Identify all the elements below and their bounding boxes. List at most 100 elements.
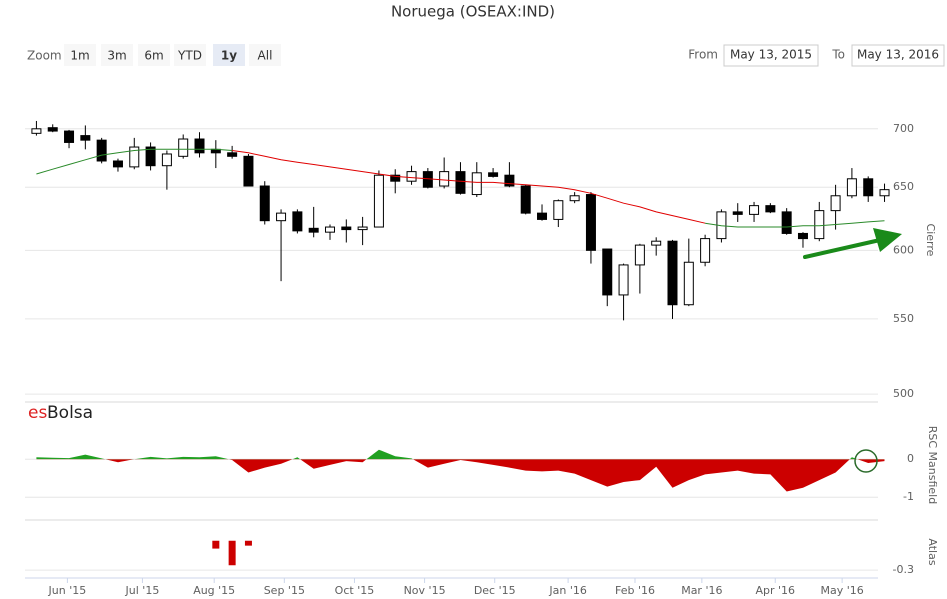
moving-average-line: [232, 150, 706, 224]
x-tick-label: May '16: [820, 584, 863, 597]
y-axis-label: Atlas: [926, 538, 939, 565]
zoom-button-label[interactable]: 1y: [221, 49, 237, 63]
candle-body: [243, 155, 254, 187]
zoom-button-label[interactable]: YTD: [177, 49, 202, 63]
candle-body: [357, 226, 368, 231]
candle-body: [863, 178, 874, 197]
zoom-button[interactable]: [101, 44, 133, 66]
from-label: From: [688, 48, 718, 62]
area-negative: [105, 459, 885, 492]
y-axis-label: Cierre: [924, 224, 937, 257]
candle-body: [31, 128, 42, 134]
candle-body: [765, 205, 776, 213]
candle-body: [47, 127, 58, 132]
bar: [244, 540, 252, 546]
to-value[interactable]: May 13, 2016: [857, 48, 939, 62]
zoom-button[interactable]: [213, 44, 245, 66]
candle-body: [259, 185, 270, 222]
candle-body: [651, 240, 662, 246]
candle-body: [80, 135, 91, 141]
candle-body: [634, 244, 645, 266]
y-axis-label: RSC Mansfield: [926, 426, 939, 504]
candle-body: [471, 172, 482, 196]
candle-body: [618, 264, 629, 296]
annotation-circle: [854, 449, 878, 473]
candle-body: [732, 211, 743, 215]
bar: [212, 540, 220, 549]
zoom-button[interactable]: [64, 44, 96, 66]
logo-prefix: es: [28, 403, 47, 423]
x-tick-label: Nov '15: [404, 584, 446, 597]
candle-body: [667, 240, 678, 306]
to-input[interactable]: [851, 44, 945, 67]
candle-body: [830, 195, 841, 212]
y-tick-label: 550: [893, 312, 914, 325]
candle-body: [96, 139, 107, 162]
moving-average-line: [36, 148, 885, 228]
zoom-button-label[interactable]: All: [258, 49, 273, 63]
x-tick-label: Sep '15: [264, 584, 305, 597]
to-label: To: [831, 48, 845, 62]
candle-body: [112, 160, 123, 168]
x-tick-label: Jan '16: [548, 584, 586, 597]
zoom-button[interactable]: [138, 44, 170, 66]
y-tick-label: 0: [907, 452, 914, 465]
candle-body: [585, 194, 596, 251]
candle-body: [504, 174, 515, 187]
candle-body: [439, 171, 450, 187]
y-tick-label: -0.3: [893, 563, 914, 576]
candle-body: [178, 138, 189, 157]
bar: [228, 540, 236, 566]
candle-body: [194, 138, 205, 154]
y-tick-label: 600: [893, 243, 914, 256]
zoom-button-label[interactable]: 1m: [70, 49, 89, 63]
candle-body: [64, 130, 75, 143]
x-tick-label: Dec '15: [474, 584, 516, 597]
y-tick-label: 500: [893, 387, 914, 400]
zoom-button[interactable]: [249, 44, 281, 66]
candle-body: [308, 227, 319, 233]
zoom-label: Zoom: [27, 49, 62, 63]
candle-body: [129, 146, 140, 168]
candle-body: [161, 153, 172, 167]
candle-body: [602, 248, 613, 296]
x-tick-label: Apr '16: [755, 584, 795, 597]
candle-body: [292, 211, 303, 232]
candle-body: [341, 226, 352, 231]
chart-title: Noruega (OSEAX:IND): [391, 3, 555, 21]
x-tick-label: Oct '15: [335, 584, 375, 597]
zoom-button[interactable]: [174, 44, 206, 66]
candle-body: [683, 261, 694, 306]
candle-body: [879, 189, 890, 197]
y-tick-label: -1: [903, 490, 914, 503]
candle-body: [781, 211, 792, 234]
candle-body: [520, 185, 531, 214]
candle-body: [553, 200, 564, 220]
x-tick-label: Feb '16: [615, 584, 655, 597]
zoom-button-label[interactable]: 6m: [144, 49, 163, 63]
x-tick-label: Aug '15: [193, 584, 235, 597]
candle-body: [537, 212, 548, 220]
candle-body: [700, 238, 711, 263]
candle-body: [814, 210, 825, 240]
from-input[interactable]: [723, 44, 819, 67]
candle-body: [846, 178, 857, 197]
candle-body: [145, 146, 156, 167]
candle-body: [276, 212, 287, 222]
annotation-arrowhead: [873, 228, 902, 252]
candle-body: [390, 174, 401, 182]
zoom-button-label[interactable]: 3m: [107, 49, 126, 63]
candle-body: [324, 226, 335, 233]
candle-body: [406, 171, 417, 182]
x-tick-label: Mar '16: [681, 584, 722, 597]
candle-body: [455, 171, 466, 194]
x-tick-label: Jul '15: [125, 584, 160, 597]
candle-body: [373, 174, 384, 228]
x-tick-label: Jun '15: [48, 584, 87, 597]
candle-body: [797, 232, 808, 240]
candle-body: [488, 172, 499, 177]
from-value[interactable]: May 13, 2015: [730, 48, 812, 62]
y-tick-label: 700: [893, 122, 914, 135]
candle-body: [569, 195, 580, 202]
